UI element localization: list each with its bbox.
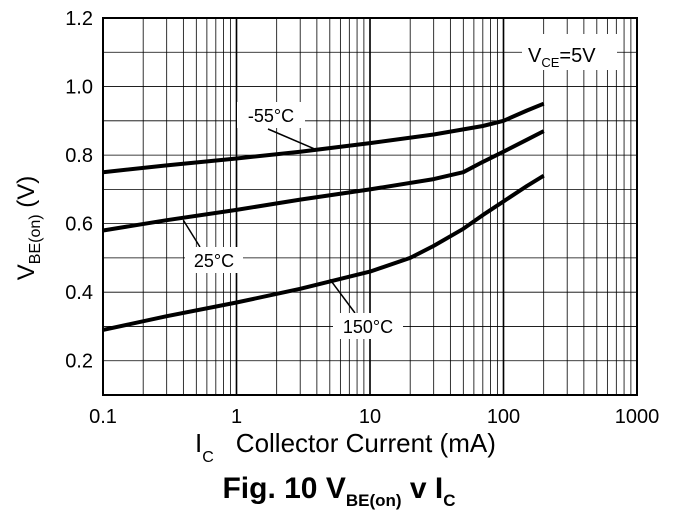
curves [102, 101, 545, 332]
x-tick-label: 0.1 [89, 406, 117, 428]
x-tick-label: 1000 [615, 406, 660, 428]
curve-label-text: 25°C [194, 251, 234, 271]
curve-label-leader [267, 128, 318, 151]
curve-label-leader [329, 278, 356, 314]
plot-frame [102, 17, 638, 396]
y-axis-label: VBE(on) (V) [13, 176, 44, 280]
curve-labels: -55°C 25°C 150°C [182, 102, 403, 339]
figure-caption: Fig. 10 VBE(on) v IC [0, 470, 679, 520]
y-tick-label: 0.6 [65, 214, 93, 236]
y-tick-label: 0.4 [65, 282, 93, 304]
caption-svg: Fig. 10 VBE(on) v IC [222, 472, 455, 510]
series-line-0 [102, 101, 545, 175]
x-tick-label: 10 [359, 406, 381, 428]
x-axis-label: IC Collector Current (mA) [195, 428, 496, 466]
y-tick-label: 1.0 [65, 77, 93, 99]
condition-box: VCE=5V [522, 34, 617, 70]
curve-label-leader [182, 219, 201, 248]
x-tick-label: 100 [487, 406, 520, 428]
curve-label-bg [237, 102, 305, 128]
y-tick-label: 1.2 [65, 8, 93, 30]
series-line-1 [102, 129, 545, 233]
series-line-2 [102, 173, 545, 332]
condition-label: VCE=5V [528, 45, 596, 70]
y-tick-label: 0.2 [65, 351, 93, 373]
grid [102, 17, 638, 396]
curve-label-bg [333, 313, 403, 339]
y-tick-labels: 0.2 0.4 0.6 0.8 1.0 1.2 [65, 8, 93, 373]
caption-text: Fig. 10 VBE(on) v IC [222, 472, 455, 510]
x-tick-labels: 0.1 1 10 100 1000 [89, 406, 659, 428]
chart-svg: 0.1 1 10 100 1000 0.2 0.4 0.6 0.8 1.0 1.2 -55°C 25… [13, 8, 659, 466]
curve-label-text: 150°C [343, 317, 393, 337]
y-tick-label: 0.8 [65, 145, 93, 167]
curve-label-text: -55°C [248, 106, 294, 126]
curve-label-bg [185, 247, 243, 273]
x-tick-label: 1 [231, 406, 242, 428]
